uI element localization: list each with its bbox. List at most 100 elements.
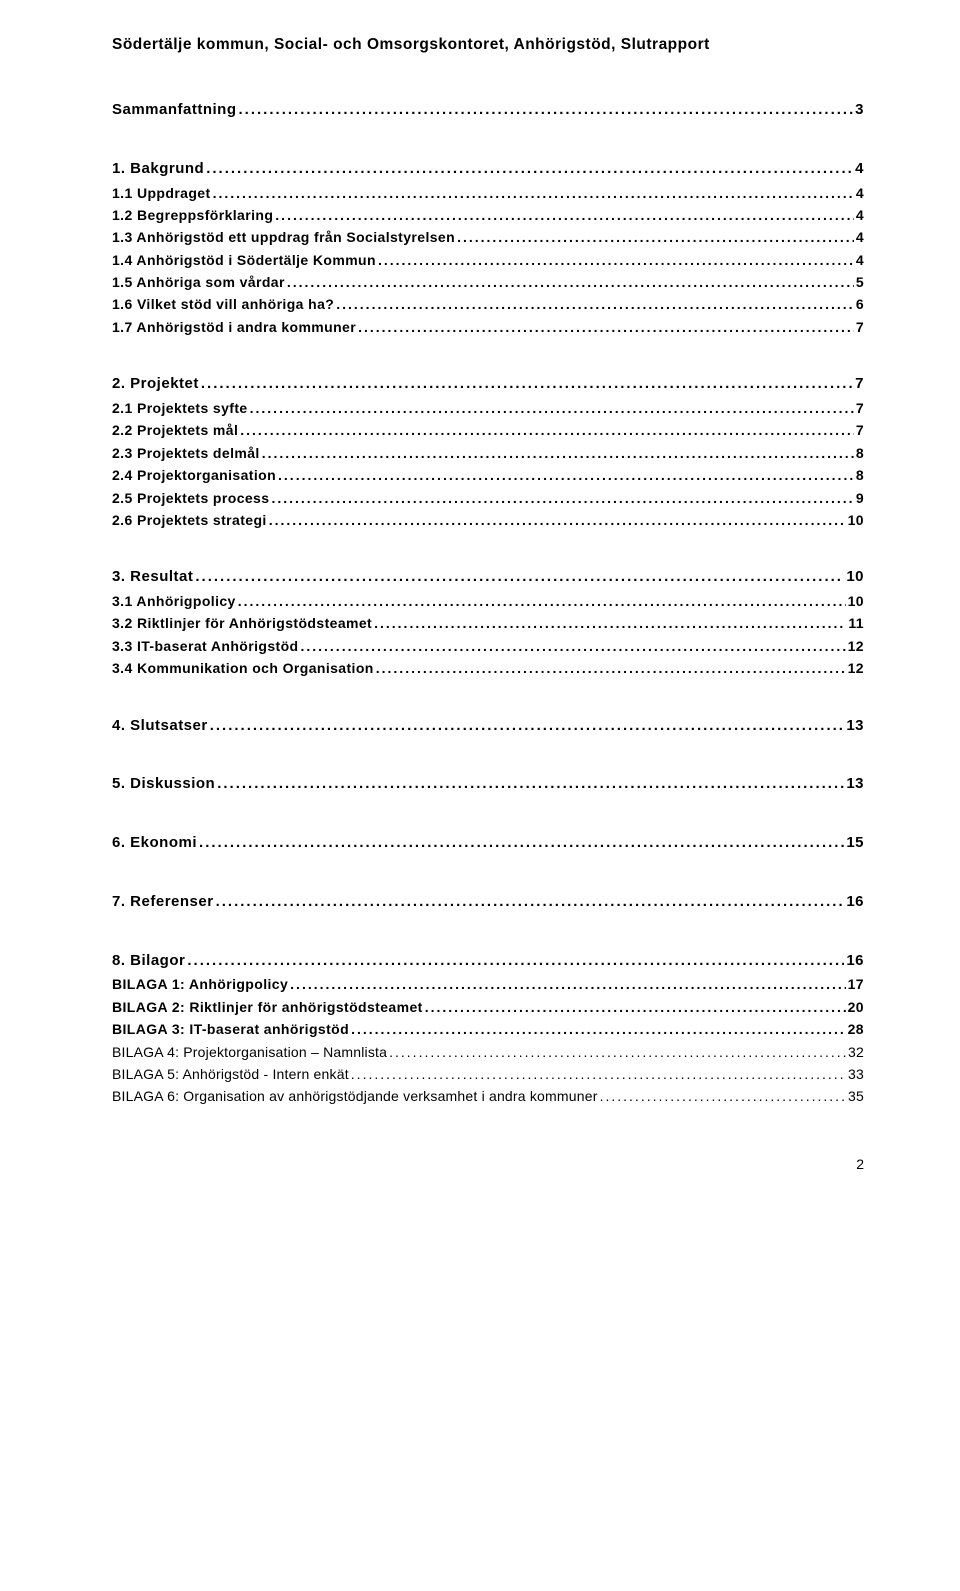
- toc-page: 7: [856, 397, 864, 419]
- toc-page: 4: [856, 249, 864, 271]
- toc-leader-dots: [216, 890, 845, 915]
- toc-label: 2. Projektet: [112, 372, 199, 397]
- toc-line: BILAGA 1: Anhörigpolicy17: [112, 973, 864, 995]
- toc-label: 1.1 Uppdraget: [112, 182, 211, 204]
- toc-page: 4: [856, 182, 864, 204]
- toc-line: 4. Slutsatser 13: [112, 714, 864, 739]
- toc-line: 1.3 Anhörigstöd ett uppdrag från Socials…: [112, 226, 864, 248]
- toc-page: 20: [848, 996, 864, 1018]
- toc-leader-dots: [210, 714, 845, 739]
- toc-block: 7. Referenser 16: [112, 890, 864, 915]
- toc-line: 1.6 Vilket stöd vill anhöriga ha? 6: [112, 293, 864, 315]
- toc-page: 17: [848, 973, 864, 995]
- toc-leader-dots: [389, 1041, 846, 1063]
- toc-page: 13: [846, 714, 864, 739]
- toc-label: 1.7 Anhörigstöd i andra kommuner: [112, 316, 356, 338]
- toc-line: 3. Resultat10: [112, 565, 864, 590]
- toc-block: Sammanfattning 3: [112, 98, 864, 123]
- toc-leader-dots: [278, 464, 854, 486]
- toc-label: 2.5 Projektets process: [112, 487, 269, 509]
- toc-block: 5. Diskussion 13: [112, 772, 864, 797]
- toc-line: BILAGA 2: Riktlinjer för anhörigstödstea…: [112, 996, 864, 1018]
- toc-leader-dots: [201, 372, 853, 397]
- toc-page: 35: [848, 1085, 864, 1107]
- toc-page: 10: [848, 590, 864, 612]
- toc-leader-dots: [240, 419, 854, 441]
- toc-leader-dots: [213, 182, 854, 204]
- toc-leader-dots: [374, 612, 846, 634]
- toc-line: 3.1 Anhörigpolicy 10: [112, 590, 864, 612]
- toc-line: 3.2 Riktlinjer för Anhörigstödsteamet11: [112, 612, 864, 634]
- toc-label: 8. Bilagor: [112, 949, 185, 974]
- toc-leader-dots: [262, 442, 854, 464]
- toc-block: 1. Bakgrund41.1 Uppdraget41.2 Begreppsfö…: [112, 157, 864, 338]
- toc-line: 8. Bilagor 16: [112, 949, 864, 974]
- toc-leader-dots: [378, 249, 854, 271]
- toc-line: 2.3 Projektets delmål 8: [112, 442, 864, 464]
- toc-label: 1.6 Vilket stöd vill anhöriga ha?: [112, 293, 334, 315]
- toc-page: 13: [846, 772, 864, 797]
- toc-leader-dots: [287, 271, 854, 293]
- toc-page: 8: [856, 464, 864, 486]
- toc-line: 3.3 IT-baserat Anhörigstöd12: [112, 635, 864, 657]
- toc-page: 5: [856, 271, 864, 293]
- toc-label: 4. Slutsatser: [112, 714, 208, 739]
- toc-line: 2.2 Projektets mål7: [112, 419, 864, 441]
- toc-leader-dots: [250, 397, 854, 419]
- toc-page: 3: [855, 98, 864, 123]
- toc-leader-dots: [457, 226, 854, 248]
- toc-page: 16: [846, 890, 864, 915]
- toc-label: 2.3 Projektets delmål: [112, 442, 260, 464]
- toc-line: 2.1 Projektets syfte7: [112, 397, 864, 419]
- toc-line: BILAGA 4: Projektorganisation – Namnlist…: [112, 1041, 864, 1063]
- toc-label: BILAGA 4: Projektorganisation – Namnlist…: [112, 1041, 387, 1063]
- toc-label: 1. Bakgrund: [112, 157, 204, 182]
- toc-page: 32: [848, 1041, 864, 1063]
- toc-label: BILAGA 6: Organisation av anhörigstödjan…: [112, 1085, 598, 1107]
- toc-block: 3. Resultat103.1 Anhörigpolicy 103.2 Rikt…: [112, 565, 864, 679]
- toc-label: BILAGA 5: Anhörigstöd - Intern enkät: [112, 1063, 349, 1085]
- toc-label: BILAGA 3: IT-baserat anhörigstöd: [112, 1018, 349, 1040]
- toc-line: 2.6 Projektets strategi 10: [112, 509, 864, 531]
- toc-block: 2. Projektet 72.1 Projektets syfte72.2 Pr…: [112, 372, 864, 531]
- toc-leader-dots: [239, 98, 854, 123]
- toc-label: 3.1 Anhörigpolicy: [112, 590, 236, 612]
- toc-leader-dots: [300, 635, 845, 657]
- toc-page: 4: [856, 204, 864, 226]
- toc-line: 1.2 Begreppsförklaring 4: [112, 204, 864, 226]
- toc-leader-dots: [600, 1085, 846, 1107]
- toc-line: 3.4 Kommunikation och Organisation12: [112, 657, 864, 679]
- toc-line: 2. Projektet 7: [112, 372, 864, 397]
- toc-page: 10: [848, 509, 864, 531]
- toc-block: 4. Slutsatser 13: [112, 714, 864, 739]
- toc-block: 8. Bilagor16BILAGA 1: Anhörigpolicy17BIL…: [112, 949, 864, 1108]
- toc-page: 8: [856, 442, 864, 464]
- toc-page: 7: [856, 316, 864, 338]
- toc-line: 5. Diskussion 13: [112, 772, 864, 797]
- toc-line: BILAGA 5: Anhörigstöd - Intern enkät33: [112, 1063, 864, 1085]
- toc-label: 2.6 Projektets strategi: [112, 509, 267, 531]
- toc-leader-dots: [269, 509, 846, 531]
- toc-line: 2.4 Projektorganisation8: [112, 464, 864, 486]
- toc-label: 1.5 Anhöriga som vårdar: [112, 271, 285, 293]
- toc-page: 16: [846, 949, 864, 974]
- toc-page: 6: [856, 293, 864, 315]
- toc-label: 5. Diskussion: [112, 772, 215, 797]
- toc-leader-dots: [206, 157, 853, 182]
- toc-label: Sammanfattning: [112, 98, 237, 123]
- page-number: 2: [112, 1156, 864, 1172]
- toc-line: 1.1 Uppdraget 4: [112, 182, 864, 204]
- toc-leader-dots: [425, 996, 846, 1018]
- toc-line: 1.7 Anhörigstöd i andra kommuner 7: [112, 316, 864, 338]
- toc-page: 4: [855, 157, 864, 182]
- toc-leader-dots: [275, 204, 854, 226]
- toc-line: 2.5 Projektets process 9: [112, 487, 864, 509]
- toc-leader-dots: [271, 487, 853, 509]
- toc-page: 9: [856, 487, 864, 509]
- toc-line: 7. Referenser 16: [112, 890, 864, 915]
- toc-label: 1.2 Begreppsförklaring: [112, 204, 273, 226]
- toc-leader-dots: [358, 316, 854, 338]
- toc-page: 7: [855, 372, 864, 397]
- toc-label: 7. Referenser: [112, 890, 214, 915]
- toc-page: 4: [856, 226, 864, 248]
